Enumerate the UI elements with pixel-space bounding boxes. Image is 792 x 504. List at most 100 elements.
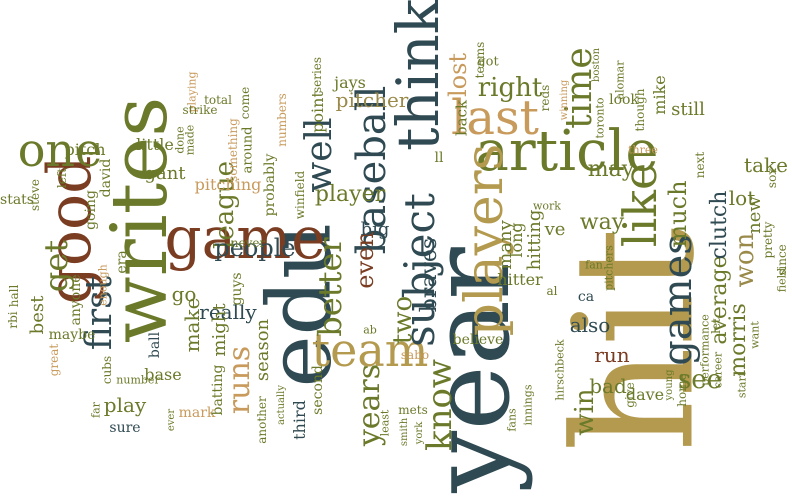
- word-pitching: pitching: [194, 175, 262, 194]
- word-clutch: clutch: [707, 190, 732, 260]
- word-lost: lost: [444, 52, 472, 98]
- word-something: something: [226, 118, 240, 182]
- word-reds: reds: [538, 84, 552, 112]
- word-far: far: [89, 402, 103, 418]
- word-may: may: [587, 157, 635, 182]
- word-sox: sox: [765, 167, 779, 189]
- word-got: got: [477, 54, 499, 70]
- word-mark: mark: [178, 405, 216, 421]
- word-series: series: [310, 56, 324, 94]
- word-second: second: [310, 365, 326, 415]
- word-games: games: [655, 234, 701, 366]
- word-never: never: [230, 236, 266, 250]
- word-braves: braves: [417, 237, 442, 313]
- word-field: field: [775, 267, 789, 293]
- word-mets: mets: [398, 403, 428, 417]
- word-come: come: [238, 86, 252, 120]
- word-sabo: sabo: [400, 348, 430, 362]
- word-pretty: pretty: [761, 221, 775, 259]
- word-home: home: [675, 373, 689, 407]
- word-probably: probably: [262, 153, 278, 217]
- word-much: much: [664, 180, 692, 248]
- word-hitter: hitter: [497, 270, 543, 289]
- word-winfield: winfield: [293, 170, 307, 220]
- word-pitchers: pitchers: [602, 245, 616, 291]
- word-fans: fans: [505, 408, 519, 432]
- word-one: one: [17, 123, 103, 177]
- word-player: player: [314, 182, 386, 207]
- word-go: go: [171, 282, 197, 306]
- word-best: best: [27, 295, 48, 335]
- word-rbi: rbi: [6, 311, 20, 329]
- word-two: two: [388, 295, 418, 345]
- word-batting: batting: [210, 364, 226, 416]
- word-still: still: [671, 99, 705, 120]
- word-team: team: [311, 323, 429, 377]
- word-innings: innings: [521, 384, 535, 426]
- word-see: see: [677, 365, 723, 395]
- word-numbers: numbers: [275, 93, 289, 147]
- word-point: point: [308, 91, 327, 133]
- word-lot: lot: [728, 186, 756, 210]
- word-enough: enough: [96, 264, 110, 306]
- word-david: david: [98, 158, 114, 198]
- word-people: people: [214, 234, 296, 262]
- word-long: long: [507, 222, 526, 258]
- word-little: little: [136, 135, 174, 154]
- word-next: next: [693, 151, 707, 179]
- word-think: think: [384, 0, 452, 151]
- word-alomar: alomar: [613, 60, 627, 100]
- word-least: least: [378, 409, 392, 437]
- word-ever: ever: [166, 408, 177, 432]
- word-way: way: [579, 210, 625, 235]
- word-another: another: [255, 396, 269, 444]
- word-ca: ca: [577, 289, 595, 305]
- word-anyone: anyone: [68, 274, 84, 326]
- word-actually: actually: [276, 384, 287, 426]
- word-run: run: [594, 343, 630, 367]
- word-jays: jays: [334, 73, 366, 92]
- word-great: great: [47, 343, 61, 377]
- word-back: back: [452, 99, 471, 137]
- word-york: york: [414, 421, 425, 445]
- word-big: big: [360, 219, 390, 240]
- word-young: young: [664, 369, 675, 401]
- word-al: al: [546, 284, 558, 298]
- word-ll: ll: [434, 150, 444, 166]
- word-let: let: [709, 318, 723, 334]
- word-play: play: [103, 393, 147, 417]
- word-look: look: [609, 92, 639, 108]
- word-strike: strike: [182, 103, 218, 117]
- word-three: three: [628, 143, 658, 157]
- word-steve: steve: [28, 179, 42, 211]
- word-bad: bad: [589, 374, 627, 398]
- word-pitch: pitch: [64, 140, 106, 159]
- word-sure: sure: [109, 420, 141, 436]
- word-might: might: [209, 303, 230, 357]
- word-toronto: toronto: [593, 97, 607, 139]
- word-start: start: [735, 371, 749, 399]
- word-boston: boston: [591, 47, 602, 83]
- word-season: season: [252, 318, 273, 382]
- word-mike: mike: [650, 75, 669, 115]
- word-stats: stats: [0, 192, 34, 208]
- word-guys: guys: [229, 272, 245, 306]
- word-left: left: [55, 167, 69, 189]
- word-hall: hall: [7, 284, 21, 308]
- word-ab: ab: [363, 323, 377, 337]
- word-game: game: [164, 204, 326, 272]
- word-believe: believe: [452, 332, 504, 348]
- word-article: article: [475, 119, 659, 184]
- word-cubs: cubs: [100, 355, 114, 385]
- word-total: total: [204, 93, 232, 107]
- word-around: around: [240, 126, 256, 174]
- word-better: better: [311, 237, 349, 337]
- word-give: give: [623, 382, 637, 408]
- word-won: won: [730, 232, 760, 288]
- word-winning: winning: [559, 79, 570, 121]
- word-work: work: [533, 199, 561, 213]
- word-done: done: [173, 126, 187, 154]
- word-number: number: [116, 373, 160, 387]
- word-dave: dave: [625, 385, 665, 404]
